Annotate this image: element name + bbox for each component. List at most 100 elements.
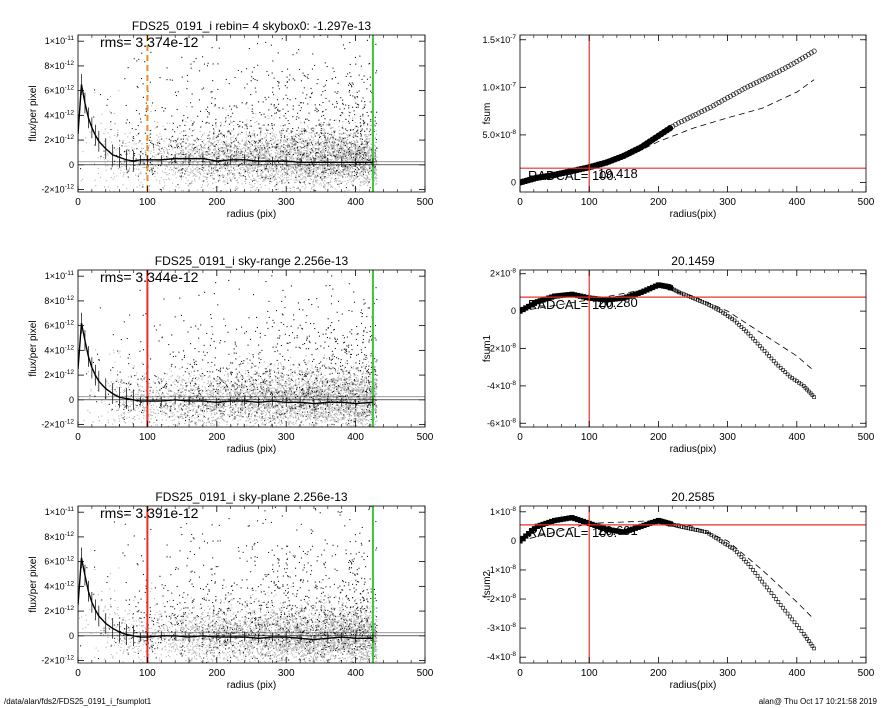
scatter-point bbox=[361, 166, 363, 168]
scatter-point bbox=[283, 147, 285, 149]
scatter-point bbox=[209, 162, 211, 164]
scatter-point bbox=[242, 156, 244, 158]
scatter-point bbox=[305, 158, 307, 160]
scatter-point bbox=[348, 189, 350, 191]
scatter-point bbox=[316, 132, 318, 134]
scatter-point bbox=[329, 172, 331, 174]
scatter-point bbox=[224, 184, 226, 186]
scatter-point bbox=[283, 167, 285, 169]
scatter-point bbox=[355, 135, 357, 137]
scatter-point bbox=[355, 135, 357, 137]
scatter-point bbox=[311, 159, 313, 161]
scatter-point bbox=[359, 151, 361, 153]
scatter-point bbox=[334, 154, 336, 156]
scatter-point bbox=[368, 131, 370, 133]
scatter-point bbox=[324, 136, 326, 138]
scatter-point bbox=[366, 39, 368, 41]
scatter-point bbox=[235, 187, 237, 189]
scatter-point bbox=[330, 159, 332, 161]
scatter-point bbox=[354, 172, 356, 174]
scatter-point bbox=[346, 141, 348, 143]
scatter-point bbox=[315, 157, 317, 159]
scatter-point bbox=[210, 142, 212, 144]
scatter-point bbox=[283, 169, 285, 171]
scatter-point bbox=[348, 111, 350, 113]
scatter-point bbox=[255, 179, 257, 181]
scatter-point bbox=[375, 122, 377, 124]
scatter-point bbox=[311, 173, 313, 175]
scatter-point bbox=[312, 147, 314, 149]
scatter-point bbox=[275, 146, 277, 148]
scatter-point bbox=[191, 162, 193, 164]
scatter-point bbox=[312, 185, 314, 187]
scatter-point bbox=[272, 91, 274, 93]
scatter-point bbox=[268, 188, 270, 190]
scatter-point bbox=[327, 176, 329, 178]
scatter-point bbox=[335, 154, 337, 156]
scatter-point bbox=[360, 118, 362, 120]
scatter-point bbox=[345, 174, 347, 176]
scatter-point bbox=[288, 166, 290, 168]
scatter-point bbox=[168, 138, 170, 140]
scatter-point bbox=[230, 172, 232, 174]
scatter-point bbox=[337, 143, 339, 145]
scatter-point bbox=[273, 146, 275, 148]
scatter-point bbox=[240, 156, 242, 158]
scatter-point bbox=[151, 157, 153, 159]
scatter-point bbox=[230, 143, 232, 145]
scatter-point bbox=[155, 165, 157, 167]
scatter-point bbox=[342, 138, 344, 140]
scatter-point bbox=[341, 169, 343, 171]
scatter-point bbox=[264, 176, 266, 178]
scatter-point bbox=[321, 178, 323, 180]
scatter-point bbox=[251, 157, 253, 159]
scatter-point bbox=[338, 148, 340, 150]
scatter-point bbox=[261, 147, 263, 149]
scatter-point bbox=[354, 141, 356, 143]
scatter-point bbox=[263, 155, 265, 157]
scatter-point bbox=[97, 173, 99, 175]
scatter-point bbox=[222, 147, 224, 149]
scatter-point bbox=[273, 104, 275, 106]
scatter-point bbox=[247, 169, 249, 171]
scatter-point bbox=[258, 156, 260, 158]
scatter-point bbox=[161, 153, 163, 155]
scatter-point bbox=[357, 132, 359, 134]
scatter-point bbox=[310, 166, 312, 168]
scatter-point bbox=[329, 154, 331, 156]
scatter-point bbox=[309, 159, 311, 161]
scatter-point bbox=[349, 141, 351, 143]
scatter-point bbox=[307, 159, 309, 161]
scatter-point bbox=[266, 175, 268, 177]
scatter-point bbox=[364, 140, 366, 142]
scatter-point bbox=[279, 159, 281, 161]
scatter-point bbox=[347, 153, 349, 155]
scatter-point bbox=[294, 79, 296, 81]
scatter-point bbox=[189, 155, 191, 157]
scatter-point bbox=[222, 143, 224, 145]
scatter-point bbox=[368, 152, 370, 154]
scatter-point bbox=[291, 171, 293, 173]
scatter-point bbox=[316, 152, 318, 154]
scatter-point bbox=[261, 169, 263, 171]
scatter-point bbox=[202, 175, 204, 177]
scatter-point bbox=[206, 121, 208, 123]
scatter-point bbox=[368, 156, 370, 158]
scatter-point bbox=[283, 153, 285, 155]
scatter-point bbox=[325, 172, 327, 174]
scatter-point bbox=[301, 142, 303, 144]
scatter-point bbox=[375, 139, 377, 141]
scatter-point bbox=[211, 162, 213, 164]
scatter-point bbox=[334, 144, 336, 146]
scatter-point bbox=[338, 180, 340, 182]
scatter-point bbox=[275, 159, 277, 161]
scatter-point bbox=[198, 151, 200, 153]
scatter-point bbox=[213, 131, 215, 133]
scatter-point bbox=[318, 124, 320, 126]
scatter-point bbox=[114, 123, 116, 125]
scatter-point bbox=[262, 180, 264, 182]
scatter-point bbox=[359, 147, 361, 149]
scatter-point bbox=[322, 91, 324, 93]
scatter-point bbox=[181, 189, 183, 191]
scatter-point bbox=[272, 145, 274, 147]
